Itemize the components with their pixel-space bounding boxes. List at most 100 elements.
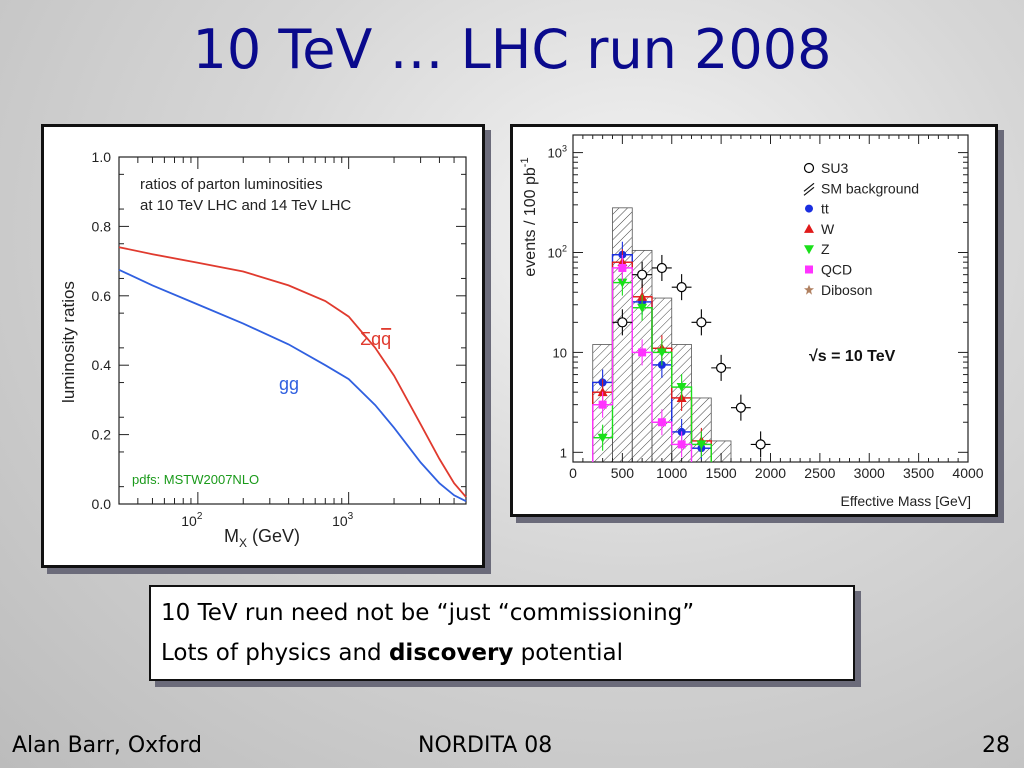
y-tick-label-exp: 3	[562, 144, 567, 154]
pdf-annotation: pdfs: MSTW2007NLO	[132, 472, 259, 487]
series-point-su3	[696, 317, 707, 328]
chart-annotation-line-2: at 10 TeV LHC and 14 TeV LHC	[140, 197, 351, 214]
series-label-sigma-qqbar: Σqq	[360, 329, 391, 349]
chart-annotation-line-1: ratios of parton luminosities	[140, 176, 323, 193]
slide-title: 10 TeV … LHC run 2008	[192, 18, 832, 81]
y-tick-label-base: 10	[548, 246, 562, 261]
series-point-z	[637, 303, 648, 313]
effective-mass-chart: 0 500 1000 1500 2000 2500 3000 3500 4000 1 10 102 10…	[510, 124, 998, 517]
footer-author: Alan Barr, Oxford	[12, 733, 203, 758]
footer-page-number: 28	[982, 733, 1010, 758]
x-axis-label: Effective Mass [GeV]	[841, 493, 971, 509]
legend-marker-tt	[805, 204, 813, 213]
legend-label-tt: tt	[821, 201, 829, 217]
series-point-qcd	[657, 418, 666, 427]
legend-marker-sm-background	[803, 186, 815, 196]
x-tick-label: 0	[569, 465, 577, 481]
y-tick-label-base: 10	[548, 146, 562, 161]
series-point-z	[676, 383, 687, 393]
x-tick-label-base: 10	[181, 513, 197, 529]
series-line-gg	[118, 268, 467, 503]
y-tick-label: 103	[548, 144, 567, 161]
summary-textbox: 10 TeV run need not be “just “commission…	[149, 585, 855, 681]
series-point-qcd	[618, 263, 627, 272]
y-tick-label: 1.0	[92, 149, 112, 165]
y-tick-label: 0.6	[92, 288, 112, 304]
x-tick-label: 3500	[903, 465, 934, 481]
legend-label-diboson: Diboson	[821, 282, 872, 298]
y-tick-label: 0.2	[92, 427, 112, 443]
series-point-qcd	[677, 440, 686, 449]
legend-label-z: Z	[821, 241, 830, 257]
x-tick-label-base: 10	[332, 513, 348, 529]
effective-mass-chart-svg: 0 500 1000 1500 2000 2500 3000 3500 400011010210…	[519, 134, 984, 509]
sm-background-bin	[651, 297, 673, 463]
series-point-z	[656, 348, 667, 358]
series-label-gg: gg	[279, 374, 299, 394]
summary-line-2-part-2: discovery	[388, 640, 514, 666]
x-tick-label: 4000	[952, 465, 983, 481]
plot-frame	[118, 156, 467, 505]
series-point-z	[597, 433, 608, 443]
y-tick-label: 1	[560, 445, 567, 460]
series-point-z	[696, 440, 707, 450]
series-point-su3	[676, 282, 687, 293]
y-tick-label-base: 10	[553, 345, 567, 360]
legend-label-qcd: QCD	[821, 262, 852, 278]
series-point-z	[617, 278, 628, 288]
y-axis-label: events / 100 pb-1	[519, 157, 539, 276]
legend-marker-diboson	[804, 284, 814, 295]
series-label-sigma-q: Σq	[360, 329, 381, 349]
series-hist-z	[592, 281, 712, 462]
x-axis-label-unit: (GeV)	[247, 526, 300, 546]
series-point-su3	[716, 362, 727, 373]
y-axis-label-main: events / 100 pb	[522, 167, 539, 277]
series-label-qbar: q	[381, 329, 391, 349]
series-point-su3	[755, 439, 766, 450]
legend-label-su3: SU3	[821, 160, 848, 176]
summary-line-1: 10 TeV run need not be “just “commission…	[161, 593, 843, 633]
series-point-su3	[637, 269, 648, 280]
legend-marker-su3	[803, 162, 815, 174]
x-tick-label: 2500	[804, 465, 835, 481]
series-point-su3	[617, 317, 628, 328]
x-tick-label: 1000	[656, 465, 687, 481]
legend-marker-z	[804, 245, 814, 255]
y-tick-label: 0.8	[92, 218, 112, 234]
y-tick-label-exp: 2	[562, 244, 567, 254]
summary-line-1-part-1: 10 TeV run need not be “just “commission…	[161, 600, 695, 626]
y-tick-label: 102	[548, 244, 567, 261]
series-line-sigma-qqbar	[118, 246, 467, 498]
y-axis-label: luminosity ratios	[59, 281, 78, 403]
footer-event: NORDITA 08	[418, 733, 553, 758]
y-tick-label: 0.4	[92, 357, 112, 373]
x-axis-label: MX (GeV)	[224, 526, 300, 550]
x-tick-label: 1500	[706, 465, 737, 481]
legend-marker-qcd	[805, 265, 813, 274]
x-tick-label: 102	[181, 511, 203, 529]
x-tick-label: 500	[611, 465, 635, 481]
legend-label-sm-background: SM background	[821, 180, 919, 196]
x-tick-label: 3000	[854, 465, 885, 481]
luminosity-ratio-chart: 0.0 0.2 0.4 0.6 0.8 1.0 102 103 ratios of parto…	[41, 124, 485, 568]
legend-marker-sm-background	[803, 182, 815, 192]
x-tick-label: 2000	[755, 465, 786, 481]
x-tick-label-exp: 2	[197, 511, 203, 522]
y-tick-label: 0.0	[92, 496, 112, 512]
summary-line-2-part-3: potential	[513, 640, 623, 666]
series-point-su3	[656, 262, 667, 274]
energy-annotation: √s = 10 TeV	[809, 348, 896, 365]
summary-line-2-part-1: Lots of physics and	[161, 640, 389, 666]
series-point-qcd	[638, 348, 647, 357]
legend-marker-w	[804, 223, 814, 233]
x-axis-label-sub: X	[239, 536, 247, 550]
x-tick-label: 103	[332, 511, 354, 529]
series-point-su3	[735, 402, 746, 413]
legend-label-w: W	[821, 221, 835, 237]
y-axis-label-sup: -1	[519, 157, 531, 167]
x-tick-label-exp: 3	[348, 511, 354, 522]
summary-line-2: Lots of physics and discovery potential	[161, 633, 843, 673]
y-tick-label: 10	[553, 345, 567, 360]
y-tick-label-base: 1	[560, 445, 567, 460]
